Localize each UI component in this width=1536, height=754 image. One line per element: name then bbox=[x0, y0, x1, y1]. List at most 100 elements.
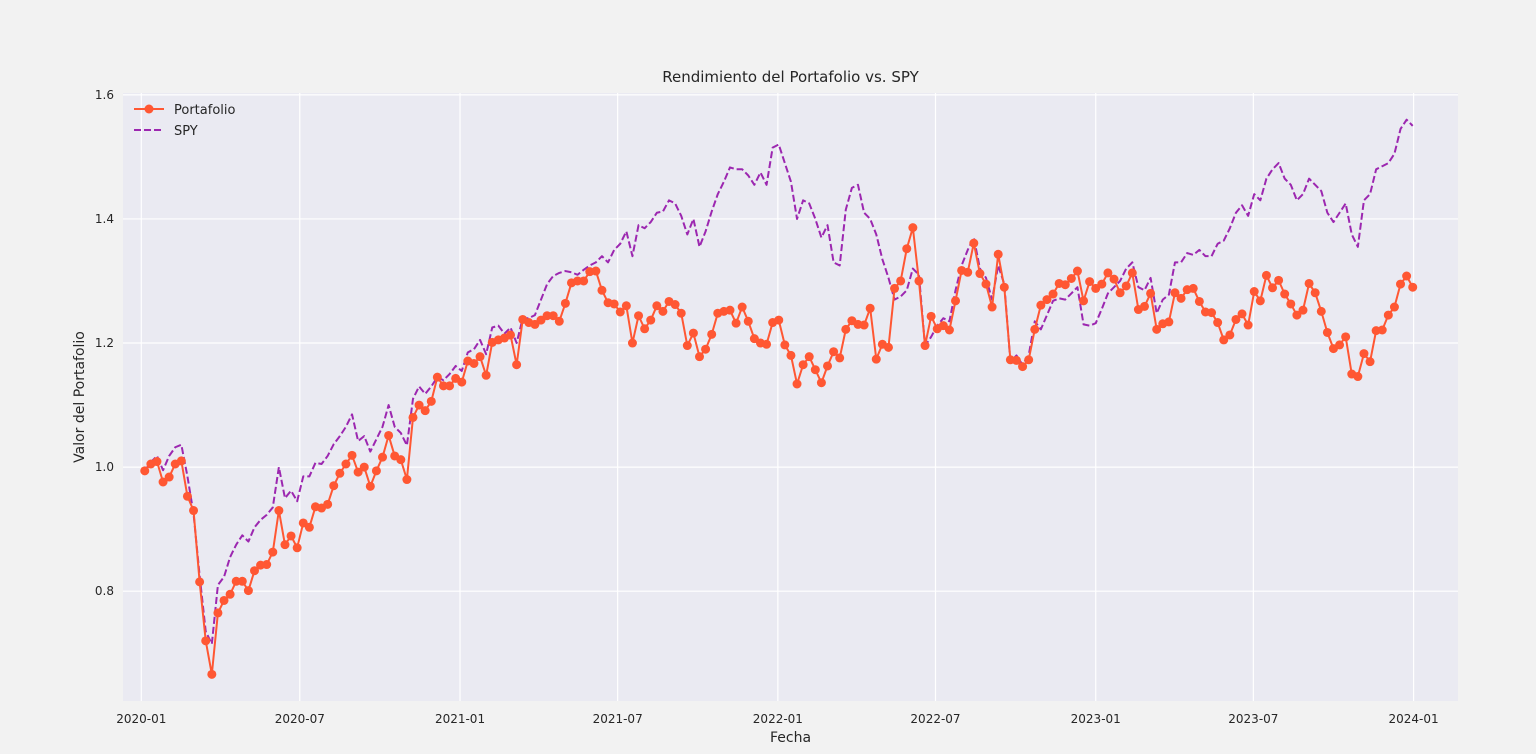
data-point-portafolio bbox=[182, 491, 192, 501]
x-tick-label: 2022-01 bbox=[753, 712, 803, 726]
data-point-portafolio bbox=[1085, 277, 1095, 287]
data-point-portafolio bbox=[1072, 266, 1082, 276]
x-tick-label: 2020-01 bbox=[116, 712, 166, 726]
data-point-portafolio bbox=[883, 342, 893, 352]
data-point-portafolio bbox=[384, 430, 394, 440]
x-tick-label: 2021-01 bbox=[435, 712, 485, 726]
data-point-portafolio bbox=[634, 311, 644, 321]
data-point-portafolio bbox=[1341, 332, 1351, 342]
data-point-portafolio bbox=[219, 595, 229, 605]
data-point-portafolio bbox=[1146, 288, 1156, 298]
data-point-portafolio bbox=[579, 276, 589, 286]
data-point-portafolio bbox=[243, 586, 253, 596]
data-point-portafolio bbox=[1066, 274, 1076, 283]
data-point-portafolio bbox=[195, 577, 205, 587]
data-point-portafolio bbox=[908, 223, 918, 233]
data-point-portafolio bbox=[774, 315, 784, 325]
data-point-portafolio bbox=[597, 285, 607, 295]
data-point-portafolio bbox=[1213, 318, 1223, 328]
data-point-portafolio bbox=[792, 379, 802, 389]
data-point-portafolio bbox=[1359, 349, 1369, 359]
y-axis-title: Valor del Portafolio bbox=[72, 331, 88, 463]
data-point-portafolio bbox=[816, 378, 826, 388]
data-point-portafolio bbox=[621, 301, 631, 311]
data-point-portafolio bbox=[359, 462, 369, 472]
data-point-portafolio bbox=[969, 238, 979, 248]
data-point-portafolio bbox=[408, 412, 418, 422]
data-point-portafolio bbox=[280, 540, 290, 550]
data-point-portafolio bbox=[829, 347, 839, 357]
data-point-portafolio bbox=[152, 457, 162, 467]
chart-title: Rendimiento del Portafolio vs. SPY bbox=[662, 68, 919, 86]
data-point-portafolio bbox=[402, 475, 412, 485]
y-tick-label: 1.0 bbox=[95, 460, 114, 474]
data-point-portafolio bbox=[835, 353, 845, 363]
data-point-portafolio bbox=[981, 279, 991, 289]
data-point-portafolio bbox=[1121, 281, 1131, 291]
data-point-portafolio bbox=[804, 352, 814, 362]
data-point-portafolio bbox=[762, 339, 772, 349]
data-point-portafolio bbox=[896, 276, 906, 286]
y-tick-label: 1.2 bbox=[95, 336, 114, 350]
data-point-portafolio bbox=[469, 359, 479, 368]
data-point-portafolio bbox=[225, 589, 235, 599]
data-point-portafolio bbox=[1188, 283, 1198, 293]
data-point-portafolio bbox=[841, 324, 851, 334]
data-point-portafolio bbox=[378, 452, 388, 462]
data-point-portafolio bbox=[609, 299, 619, 309]
data-point-portafolio bbox=[1231, 314, 1241, 324]
data-point-portafolio bbox=[615, 307, 625, 317]
data-point-portafolio bbox=[786, 350, 796, 360]
x-tick-labels: 2020-01 2020-07 2021-01 2021-07 2022-01 2022-… bbox=[116, 712, 1438, 726]
data-point-portafolio bbox=[1389, 302, 1399, 312]
data-point-portafolio bbox=[1274, 275, 1284, 285]
data-point-portafolio bbox=[262, 560, 272, 570]
data-point-portafolio bbox=[1304, 278, 1314, 288]
data-point-portafolio bbox=[335, 468, 345, 478]
data-point-portafolio bbox=[1140, 301, 1149, 311]
data-point-portafolio bbox=[798, 360, 808, 370]
data-point-portafolio bbox=[865, 303, 875, 313]
data-point-portafolio bbox=[652, 301, 662, 311]
data-point-portafolio bbox=[993, 249, 1003, 259]
data-point-portafolio bbox=[1316, 306, 1326, 316]
data-point-portafolio bbox=[371, 466, 381, 476]
data-point-portafolio bbox=[646, 315, 656, 325]
data-point-portafolio bbox=[554, 316, 564, 326]
data-point-portafolio bbox=[512, 360, 522, 370]
data-point-portafolio bbox=[1225, 330, 1235, 340]
data-point-portafolio bbox=[1353, 372, 1363, 382]
data-point-portafolio bbox=[506, 330, 516, 340]
data-point-portafolio bbox=[627, 338, 637, 348]
data-point-portafolio bbox=[1109, 274, 1119, 284]
data-point-portafolio bbox=[176, 456, 186, 466]
y-tick-label: 0.8 bbox=[95, 584, 114, 598]
data-point-portafolio bbox=[237, 576, 247, 586]
data-point-portafolio bbox=[999, 282, 1009, 292]
x-tick-label: 2021-07 bbox=[593, 712, 643, 726]
data-point-portafolio bbox=[1408, 282, 1418, 292]
data-point-portafolio bbox=[1396, 279, 1406, 289]
data-point-portafolio bbox=[329, 481, 339, 491]
data-point-portafolio bbox=[1097, 279, 1107, 289]
data-point-portafolio bbox=[1103, 268, 1113, 278]
data-point-portafolio bbox=[591, 266, 601, 276]
data-point-portafolio bbox=[725, 305, 735, 315]
series-points-portafolio bbox=[140, 223, 1418, 679]
data-point-portafolio bbox=[926, 311, 936, 321]
x-tick-label: 2022-07 bbox=[910, 712, 960, 726]
data-point-portafolio bbox=[707, 329, 717, 339]
data-point-portafolio bbox=[548, 311, 558, 321]
data-point-portafolio bbox=[1335, 340, 1345, 350]
data-point-portafolio bbox=[274, 506, 284, 516]
data-point-portafolio bbox=[250, 566, 259, 576]
data-point-portafolio bbox=[1164, 317, 1174, 327]
data-point-portafolio bbox=[1194, 296, 1204, 306]
data-point-portafolio bbox=[292, 543, 302, 553]
data-point-portafolio bbox=[1243, 320, 1253, 330]
data-point-portafolio bbox=[1176, 293, 1186, 303]
data-point-portafolio bbox=[987, 302, 997, 312]
y-tick-label: 1.4 bbox=[95, 212, 114, 226]
data-point-portafolio bbox=[201, 636, 211, 646]
data-point-portafolio bbox=[1152, 324, 1162, 334]
